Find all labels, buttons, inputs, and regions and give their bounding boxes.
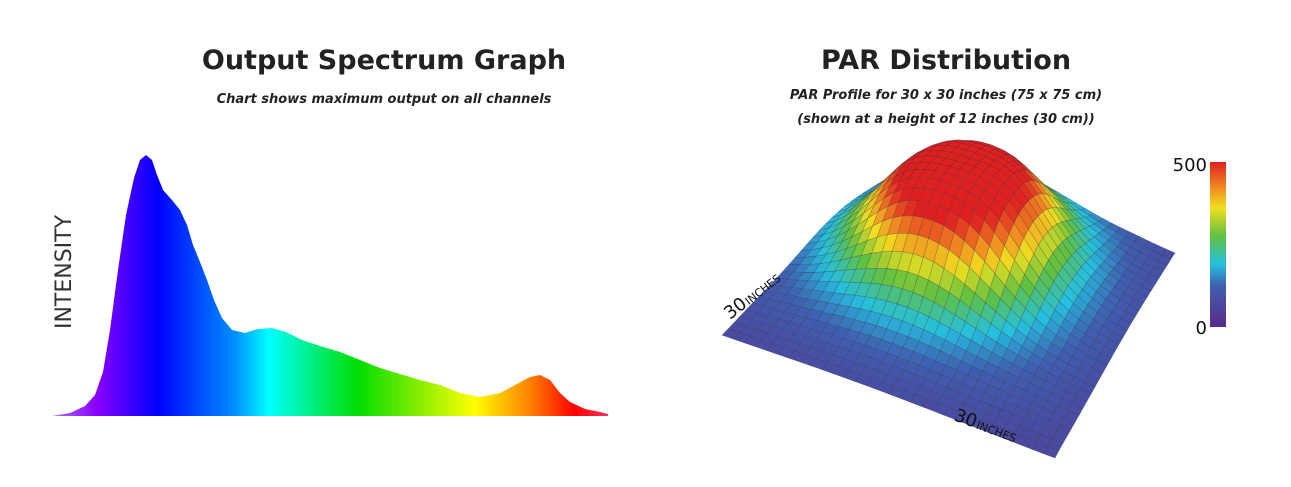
spectrum-area xyxy=(52,155,608,416)
spectrum-title: Output Spectrum Graph xyxy=(202,45,566,76)
par-title: PAR Distribution xyxy=(821,45,1071,76)
colorbar-max: 500 xyxy=(1173,155,1207,176)
y-axis-label: INTENSITY xyxy=(52,214,77,329)
spectrum-subtitle: Chart shows maximum output on all channe… xyxy=(217,92,552,107)
par-subtitle: PAR Profile for 30 x 30 inches (75 x 75 … xyxy=(790,88,1102,103)
colorbar-min: 0 xyxy=(1196,318,1207,339)
colorbar xyxy=(1210,162,1226,327)
surface-cell xyxy=(1043,445,1060,459)
par-surface xyxy=(721,139,1176,459)
par-subtitle: (shown at a height of 12 inches (30 cm)) xyxy=(797,112,1094,127)
